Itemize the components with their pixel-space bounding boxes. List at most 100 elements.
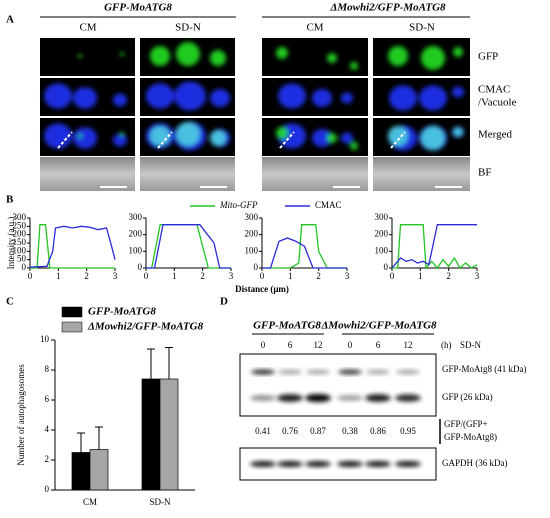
x-tick-label: 0 [28, 271, 33, 281]
panel-label: C [6, 296, 14, 308]
lane-label: 6 [288, 340, 293, 350]
x-tick-label: 3 [345, 271, 350, 281]
band [366, 369, 390, 375]
bright-field [140, 157, 235, 191]
signal [150, 42, 226, 66]
signal [388, 46, 463, 70]
column-label: CM [79, 22, 96, 34]
signal [146, 121, 230, 151]
vacuole [73, 127, 97, 149]
data-line [391, 224, 477, 269]
column-label: SD-N [409, 22, 435, 34]
row-label: BF [478, 167, 491, 179]
y-tick-label: 0 [384, 262, 389, 272]
gfp-signal [120, 132, 124, 136]
y-tick-label: 100 [245, 245, 259, 255]
band [305, 461, 331, 467]
lane-label: 6 [376, 340, 381, 350]
y-tick-label: 0 [138, 262, 143, 272]
vacuole [44, 123, 72, 149]
vacuole [278, 83, 306, 109]
legend-label: ΔMowhi2/GFP-MoATG8 [87, 321, 204, 333]
y-tick-label: 250 [13, 220, 27, 230]
y-tick-label: 10 [40, 334, 50, 344]
band [395, 394, 421, 402]
gfp-signal [327, 53, 337, 63]
x-tick-label: 1 [56, 271, 61, 281]
vacuole [419, 85, 447, 111]
x-tick-label: 2 [316, 271, 321, 281]
y-tick-label: 100 [375, 245, 389, 255]
y-tick-label: 8 [45, 364, 50, 374]
y-tick-label: 200 [129, 229, 143, 239]
gfp-signal [453, 127, 463, 137]
gfp-signal [78, 54, 82, 58]
band [250, 395, 276, 401]
panel-label: B [6, 194, 14, 206]
bar [71, 452, 91, 491]
gfp-signal [120, 52, 124, 56]
row-label: /Vacuole [478, 97, 517, 109]
vacuole [312, 129, 332, 147]
bright-field [262, 157, 368, 191]
arrow [279, 131, 295, 149]
x-tick-label: SD-N [149, 497, 171, 507]
gfp-signal [150, 126, 170, 146]
time-unit: (h) [441, 340, 452, 350]
gfp-signal [210, 130, 226, 146]
band-label: GFP (26 kDa) [442, 392, 493, 402]
lane-label: 0 [348, 340, 353, 350]
vacuole [312, 89, 332, 107]
data-line [29, 225, 116, 268]
x-tick-label: 1 [288, 271, 293, 281]
y-tick-label: 100 [13, 245, 27, 255]
gfp-signal [421, 46, 445, 70]
panel-label: A [6, 14, 14, 26]
ratio-label: GFP-MoAtg8) [444, 432, 497, 442]
gfp-signal [327, 133, 337, 143]
y-tick-label: 150 [13, 237, 27, 247]
data-line [262, 237, 347, 269]
x-tick-label: CM [83, 497, 97, 507]
micrograph [40, 38, 135, 76]
gfp-signal [350, 142, 358, 150]
y-axis-label: Number of autophagosomes [16, 364, 26, 466]
band [396, 369, 420, 375]
row-label: Merged [478, 129, 513, 141]
x-tick-label: 2 [446, 271, 451, 281]
row-label: GFP [478, 51, 498, 63]
bar [141, 378, 161, 491]
vacuole [210, 89, 230, 107]
y-tick-label: 300 [375, 212, 389, 222]
signal [44, 123, 127, 149]
y-tick-label: 300 [13, 212, 27, 222]
y-tick-label: 200 [375, 229, 389, 239]
vacuole [341, 132, 353, 144]
band [250, 461, 276, 467]
ratio-value: 0.86 [370, 426, 386, 436]
gfp-signal [350, 62, 358, 70]
y-tick-label: 50 [17, 254, 27, 264]
group-title: GFP-MoATG8 [253, 320, 321, 332]
band [337, 461, 363, 467]
signal [389, 85, 464, 111]
signal [78, 52, 124, 58]
y-tick-label: 2 [45, 454, 50, 464]
data-line [30, 224, 115, 269]
vacuole [113, 133, 127, 147]
row-label: CMAC [478, 84, 510, 96]
column-label: SD-N [175, 22, 201, 34]
data-line [146, 224, 231, 269]
legend-swatch [61, 321, 83, 333]
y-tick-label: 300 [245, 212, 259, 222]
ratio-value: 0.95 [400, 426, 416, 436]
gfp-signal [388, 46, 408, 66]
signal [44, 83, 127, 109]
group-title: GFP-MoATG8 [104, 2, 172, 14]
arrow [157, 131, 173, 149]
x-tick-label: 3 [113, 271, 118, 281]
vacuole [73, 87, 97, 109]
bright-field [373, 157, 470, 191]
blot-frame [239, 353, 437, 417]
